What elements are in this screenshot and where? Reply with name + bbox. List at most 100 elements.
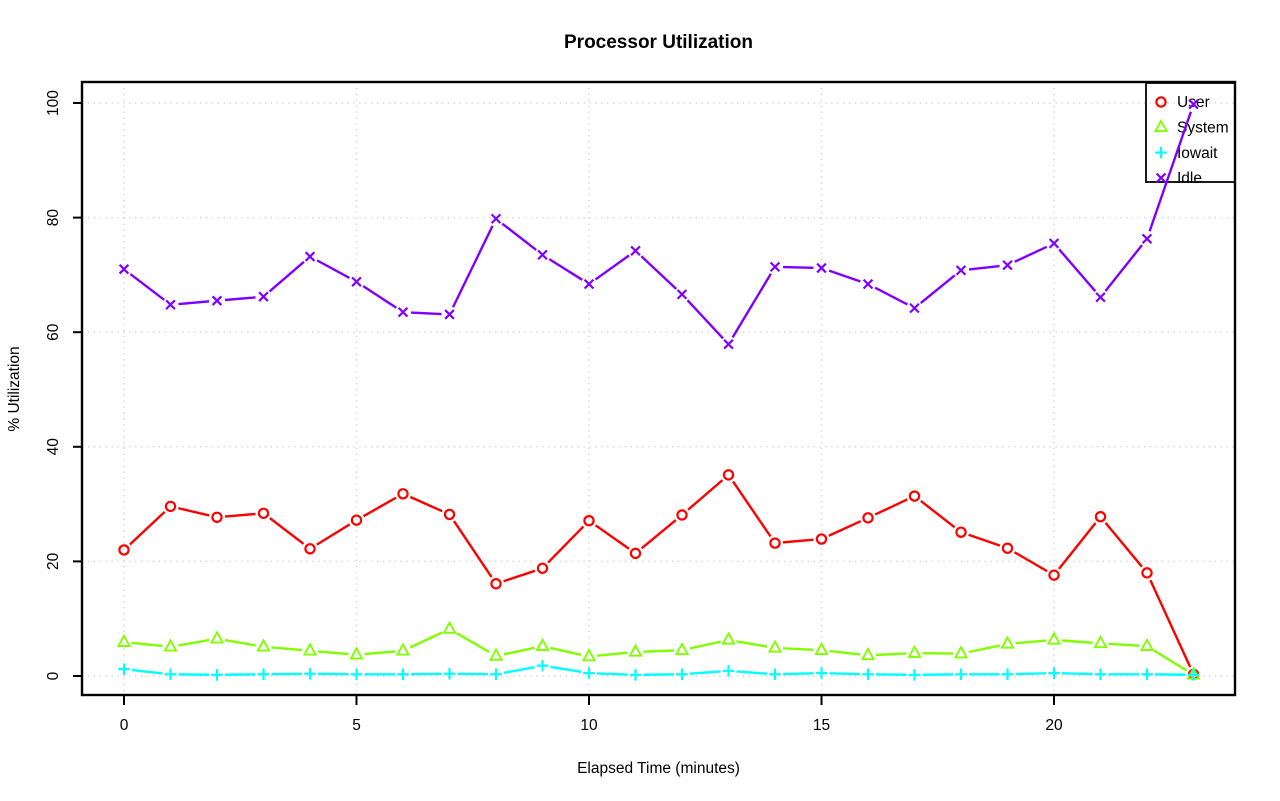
marker-x bbox=[1095, 292, 1106, 303]
series-idle-line bbox=[316, 259, 351, 280]
series-idle-line bbox=[731, 273, 772, 338]
marker-x bbox=[444, 309, 455, 320]
series-idle-line bbox=[1104, 244, 1143, 292]
series-user-line bbox=[687, 479, 724, 511]
marker-circle bbox=[350, 514, 363, 526]
series-system-line bbox=[409, 631, 443, 649]
legend-label-system: System bbox=[1177, 120, 1229, 137]
series-user-line bbox=[920, 500, 956, 529]
marker-x bbox=[211, 295, 223, 306]
series-user-line bbox=[452, 520, 493, 578]
series-iowait-line bbox=[782, 672, 814, 676]
marker-circle bbox=[1141, 567, 1153, 579]
series-user-line bbox=[640, 519, 677, 550]
marker-x bbox=[816, 262, 827, 274]
x-tick-label: 20 bbox=[1045, 717, 1063, 734]
series-idle-line bbox=[1148, 111, 1193, 232]
marker-circle bbox=[1094, 511, 1107, 523]
marker-triangle bbox=[674, 641, 690, 655]
marker-triangle bbox=[721, 631, 736, 645]
y-tick-label: 100 bbox=[45, 90, 62, 116]
series-user-line bbox=[503, 569, 536, 583]
marker-triangle bbox=[953, 645, 969, 659]
marker-x bbox=[862, 278, 874, 290]
marker-triangle bbox=[907, 644, 922, 658]
series-system-line bbox=[455, 631, 490, 653]
marker-circle bbox=[908, 490, 921, 502]
marker-triangle bbox=[767, 639, 783, 653]
marker-circle bbox=[583, 515, 595, 527]
series-user-line bbox=[178, 507, 210, 517]
marker-triangle bbox=[488, 647, 504, 661]
marker-triangle bbox=[1093, 634, 1108, 649]
y-tick-label: 0 bbox=[45, 671, 62, 680]
legend-box bbox=[1145, 82, 1236, 183]
series-idle-line bbox=[686, 299, 724, 340]
x-tick-label: 15 bbox=[813, 717, 830, 734]
marker-triangle bbox=[1046, 631, 1062, 645]
marker-triangle bbox=[302, 642, 318, 656]
marker-circle bbox=[1001, 542, 1014, 554]
series-iowait-line bbox=[1061, 672, 1093, 676]
series-system-line bbox=[503, 646, 535, 656]
marker-x bbox=[630, 245, 641, 257]
series-iowait-line bbox=[550, 665, 582, 674]
series-idle-line bbox=[874, 286, 908, 306]
series-system-line bbox=[1015, 639, 1047, 645]
plot-border bbox=[80, 80, 1237, 697]
marker-circle bbox=[397, 488, 409, 500]
marker-x bbox=[1002, 259, 1013, 271]
series-idle-line bbox=[451, 225, 494, 308]
marker-x bbox=[1048, 238, 1060, 249]
marker-circle bbox=[257, 507, 270, 519]
series-user-line bbox=[782, 538, 814, 544]
marker-x bbox=[1141, 233, 1153, 244]
series-user-line bbox=[1149, 579, 1192, 668]
marker-triangle bbox=[535, 637, 550, 651]
series-system-line bbox=[689, 640, 721, 650]
series-system-line bbox=[643, 649, 675, 653]
y-tick-label: 40 bbox=[45, 438, 62, 456]
series-idle-line bbox=[548, 258, 583, 281]
marker-circle bbox=[862, 512, 874, 524]
marker-circle bbox=[118, 544, 130, 556]
marker-circle bbox=[722, 469, 735, 481]
marker-circle bbox=[490, 578, 502, 590]
x-tick-label: 5 bbox=[352, 717, 361, 734]
series-user-line bbox=[316, 523, 351, 546]
series-user-line bbox=[269, 517, 305, 545]
series-user-line bbox=[547, 525, 585, 564]
marker-triangle bbox=[395, 642, 411, 656]
series-iowait-line bbox=[736, 670, 768, 675]
series-system-line bbox=[131, 641, 163, 648]
marker-circle bbox=[769, 537, 781, 549]
marker-triangle bbox=[1153, 118, 1169, 133]
marker-triangle bbox=[1139, 637, 1155, 651]
series-system-line bbox=[317, 650, 349, 656]
y-tick-label: 80 bbox=[45, 209, 62, 227]
series-user-line bbox=[732, 480, 772, 538]
legend-label-iowait: Iowait bbox=[1177, 145, 1218, 162]
marker-circle bbox=[955, 526, 967, 538]
marker-x bbox=[676, 289, 688, 300]
series-idle-line bbox=[1014, 245, 1048, 263]
marker-x bbox=[490, 213, 502, 224]
series-idle-line bbox=[410, 311, 442, 316]
marker-circle bbox=[1048, 569, 1060, 581]
series-iowait-line bbox=[131, 668, 163, 675]
series-iowait-line bbox=[689, 670, 721, 675]
series-system-line bbox=[178, 638, 210, 647]
marker-x bbox=[397, 306, 409, 318]
marker-triangle bbox=[116, 633, 132, 647]
series-system-line bbox=[364, 650, 396, 656]
series-idle-line bbox=[178, 300, 210, 306]
marker-x bbox=[351, 276, 362, 287]
series-user-line bbox=[1058, 522, 1097, 570]
series-idle-line bbox=[224, 296, 256, 302]
marker-circle bbox=[304, 543, 316, 555]
x-tick-label: 10 bbox=[580, 717, 598, 734]
marker-triangle bbox=[349, 646, 364, 660]
series-idle-line bbox=[362, 285, 397, 309]
